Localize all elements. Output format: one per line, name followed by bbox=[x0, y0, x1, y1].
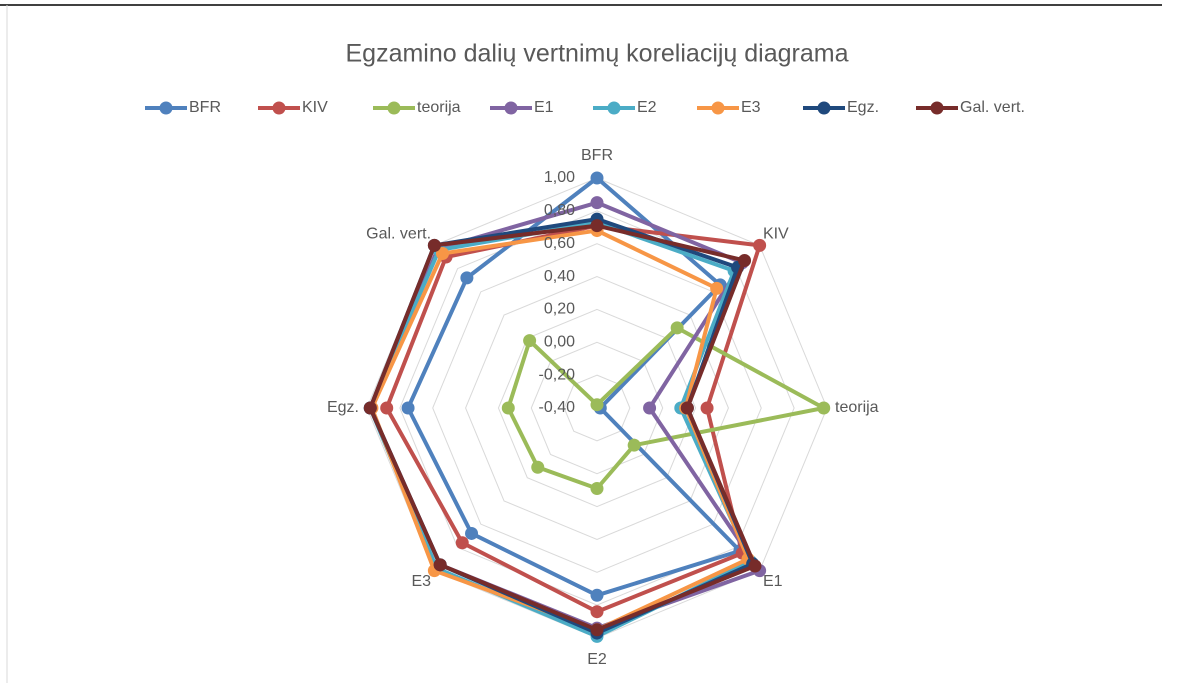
marker bbox=[523, 334, 537, 348]
radial-tick-label: -0,40 bbox=[539, 399, 576, 416]
marker bbox=[627, 438, 641, 452]
marker bbox=[460, 271, 474, 285]
marker bbox=[670, 321, 684, 335]
grid-ring bbox=[563, 374, 631, 442]
legend-label: Egz. bbox=[847, 99, 879, 116]
marker bbox=[363, 401, 377, 415]
marker bbox=[590, 623, 604, 637]
legend-marker bbox=[817, 101, 831, 115]
legend-label: E2 bbox=[637, 99, 657, 116]
marker bbox=[427, 238, 441, 252]
marker bbox=[753, 238, 767, 252]
marker bbox=[380, 401, 394, 415]
legend-marker bbox=[387, 101, 401, 115]
grid-ring bbox=[530, 341, 664, 475]
marker bbox=[590, 605, 604, 619]
radial-tick-label: 0,40 bbox=[544, 268, 575, 285]
radial-tick-label: 0,60 bbox=[544, 235, 575, 252]
marker bbox=[680, 401, 694, 415]
radial-tick-label: 0,80 bbox=[544, 202, 575, 219]
marker bbox=[590, 482, 604, 495]
grid-ring bbox=[497, 308, 697, 508]
marker bbox=[590, 171, 604, 185]
grid-ring bbox=[432, 243, 762, 573]
legend-marker bbox=[930, 101, 944, 115]
marker bbox=[738, 253, 752, 267]
marker bbox=[710, 281, 724, 295]
marker bbox=[465, 526, 479, 540]
legend-marker bbox=[607, 101, 621, 115]
legend-marker bbox=[272, 101, 286, 115]
legend-label: teorija bbox=[417, 99, 461, 116]
marker bbox=[501, 401, 515, 415]
plot: -0,40 -0,20 0,00 0,20 0,40 0,60 0,80 1,00 bbox=[363, 169, 831, 643]
axis-label: teorija bbox=[835, 399, 879, 416]
legend-marker bbox=[504, 101, 518, 115]
legend-label: E3 bbox=[741, 99, 761, 116]
marker bbox=[643, 401, 657, 415]
axis-label: E2 bbox=[587, 651, 607, 668]
chart-title: Egzamino dalių vertnimų koreliacijų diag… bbox=[345, 40, 848, 68]
axis-label: E3 bbox=[411, 573, 431, 590]
grid-ring bbox=[399, 210, 795, 606]
legend-label: Gal. vert. bbox=[960, 99, 1025, 116]
marker bbox=[435, 246, 449, 260]
axis-label: Gal. vert. bbox=[366, 225, 431, 242]
marker bbox=[817, 401, 831, 415]
marker bbox=[531, 460, 545, 474]
marker bbox=[700, 401, 714, 415]
marker bbox=[455, 536, 469, 550]
legend: BFR KIV teorija E1 E2 E3 Egz. Gal. vert. bbox=[145, 99, 1025, 116]
axis-label: Egz. bbox=[327, 399, 359, 416]
radial-tick-label: -0,20 bbox=[539, 366, 576, 383]
legend-label: KIV bbox=[302, 99, 328, 116]
marker bbox=[401, 401, 415, 415]
radial-tick-label: 0,20 bbox=[544, 301, 575, 318]
marker bbox=[433, 558, 447, 572]
marker bbox=[590, 196, 604, 210]
axis-label: BFR bbox=[581, 147, 613, 164]
marker bbox=[590, 588, 604, 602]
legend-marker bbox=[159, 101, 173, 115]
axis-label: E1 bbox=[763, 573, 783, 590]
marker bbox=[748, 559, 762, 573]
marker bbox=[590, 398, 604, 412]
legend-label: E1 bbox=[534, 99, 554, 116]
marker bbox=[590, 219, 604, 233]
radial-tick-label: 0,00 bbox=[544, 334, 575, 351]
legend-marker bbox=[711, 101, 725, 115]
radial-tick-label: 1,00 bbox=[544, 169, 575, 186]
legend-label: BFR bbox=[189, 99, 221, 116]
axis-label: KIV bbox=[763, 225, 789, 242]
